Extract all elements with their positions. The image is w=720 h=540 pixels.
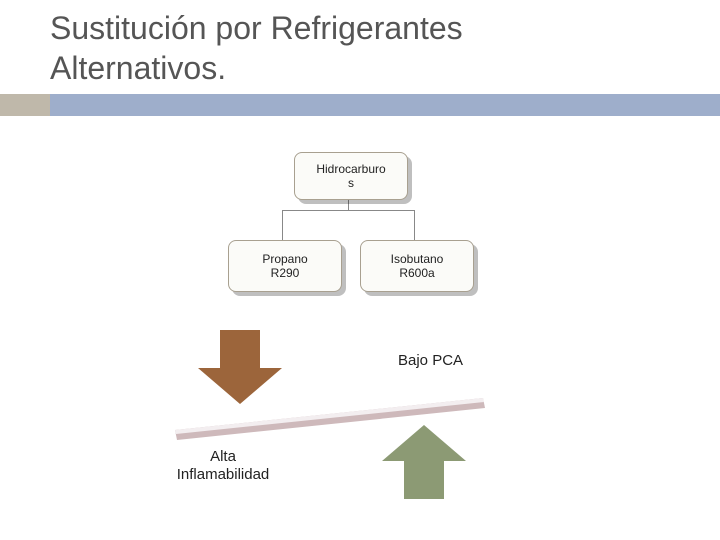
title-line1: Sustitución por Refrigerantes (50, 10, 463, 46)
tree-connector (414, 210, 415, 240)
title-line2: Alternativos. (50, 50, 226, 86)
tree-child: Isobutano R600a (360, 240, 474, 292)
title-bar (0, 94, 720, 116)
node-label: Hidrocarburo (297, 162, 405, 176)
label-text: Alta (210, 448, 236, 465)
page-title: Sustitución por Refrigerantes Alternativ… (50, 8, 463, 88)
arrow-up-icon (382, 425, 466, 499)
tree-connector (282, 210, 414, 211)
node-label: R290 (231, 266, 339, 280)
main-bar (50, 94, 720, 116)
accent-bar (0, 94, 50, 116)
label-alta-inflamabilidad: Alta Inflamabilidad (168, 448, 278, 484)
label-text: Inflamabilidad (177, 466, 270, 483)
arrow-down-icon (198, 330, 282, 404)
node-label: s (297, 176, 405, 190)
node-label: Propano (231, 252, 339, 266)
label-bajo-pca: Bajo PCA (398, 352, 463, 369)
node-label: Isobutano (363, 252, 471, 266)
tree-child: Propano R290 (228, 240, 342, 292)
tree-connector (282, 210, 283, 240)
node-label: R600a (363, 266, 471, 280)
label-text: Bajo PCA (398, 352, 463, 369)
tree-root: Hidrocarburo s (294, 152, 408, 200)
